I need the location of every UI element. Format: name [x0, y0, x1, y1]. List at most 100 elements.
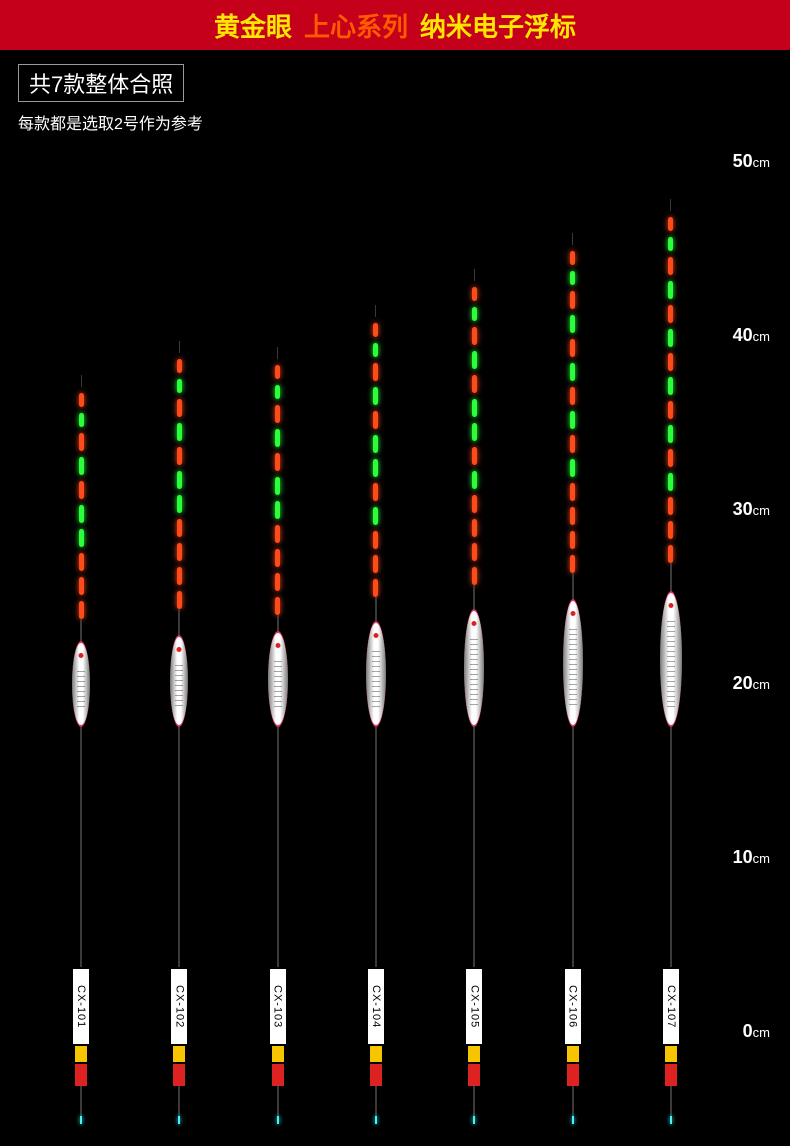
- led-segment: [373, 507, 378, 525]
- led-segment: [668, 353, 673, 371]
- float-CX-106: CX-106: [538, 233, 608, 1124]
- float-CX-107: CX-107: [636, 199, 706, 1124]
- float-body: [366, 621, 386, 727]
- float-CX-104: CX-104: [341, 305, 411, 1124]
- led-segment: [668, 281, 673, 299]
- led-segment: [472, 447, 477, 465]
- ruler-tick: 10cm: [733, 847, 770, 868]
- led-segment: [570, 411, 575, 429]
- led-segment: [177, 567, 182, 585]
- led-segment: [472, 375, 477, 393]
- led-segment: [668, 377, 673, 395]
- led-segment: [570, 291, 575, 309]
- led-segment: [472, 543, 477, 561]
- led-segment: [472, 351, 477, 369]
- led-segment: [373, 363, 378, 381]
- ruler-tick: 20cm: [733, 673, 770, 694]
- led-segment: [668, 521, 673, 539]
- led-segment: [79, 393, 84, 407]
- led-segment: [275, 477, 280, 495]
- led-segment: [570, 507, 575, 525]
- title-banner: 黄金眼 上心系列 纳米电子浮标: [0, 0, 790, 50]
- float-body: [563, 599, 583, 727]
- led-segment: [472, 471, 477, 489]
- led-segment: [275, 385, 280, 399]
- led-segment: [79, 457, 84, 475]
- led-segment: [472, 423, 477, 441]
- float-body: [464, 609, 484, 727]
- led-segment: [177, 591, 182, 609]
- led-segment: [668, 257, 673, 275]
- led-segment: [275, 549, 280, 567]
- led-segment: [79, 577, 84, 595]
- float-CX-105: CX-105: [439, 269, 509, 1124]
- model-id: CX-103: [270, 969, 286, 1044]
- ruler-tick: 50cm: [733, 151, 770, 172]
- led-segment: [373, 579, 378, 597]
- led-segment: [79, 413, 84, 427]
- led-segment: [79, 601, 84, 619]
- led-segment: [472, 327, 477, 345]
- subtitle-area: 共7款整体合照 每款都是选取2号作为参考: [18, 64, 790, 134]
- float-CX-101: CX-101: [46, 375, 116, 1124]
- led-segment: [275, 525, 280, 543]
- float-body: [660, 591, 682, 727]
- led-segment: [570, 387, 575, 405]
- float-CX-103: CX-103: [243, 347, 313, 1124]
- led-segment: [177, 495, 182, 513]
- title-part2: 上心系列: [304, 7, 408, 44]
- ruler-tick: 40cm: [733, 325, 770, 346]
- led-segment: [177, 359, 182, 373]
- led-segment: [275, 597, 280, 615]
- led-segment: [79, 481, 84, 499]
- model-id: CX-102: [171, 969, 187, 1044]
- float-body: [268, 631, 288, 727]
- led-segment: [668, 305, 673, 323]
- led-segment: [373, 459, 378, 477]
- subtitle: 共7款整体合照: [18, 64, 184, 102]
- led-segment: [472, 567, 477, 585]
- float-label: CX-106: [565, 969, 581, 1086]
- led-segment: [373, 435, 378, 453]
- led-segment: [177, 543, 182, 561]
- led-segment: [177, 447, 182, 465]
- ruler-tick: 30cm: [733, 499, 770, 520]
- led-segment: [177, 423, 182, 441]
- led-segment: [275, 405, 280, 423]
- led-segment: [570, 531, 575, 549]
- led-segment: [472, 307, 477, 321]
- led-segment: [79, 529, 84, 547]
- led-segment: [668, 329, 673, 347]
- float-label: CX-105: [466, 969, 482, 1086]
- led-segment: [373, 555, 378, 573]
- float-CX-102: CX-102: [144, 341, 214, 1124]
- float-label: CX-101: [73, 969, 89, 1086]
- subtitle-note: 每款都是选取2号作为参考: [18, 110, 790, 134]
- led-segment: [570, 483, 575, 501]
- led-segment: [373, 411, 378, 429]
- led-segment: [668, 449, 673, 467]
- led-segment: [668, 545, 673, 563]
- led-segment: [668, 237, 673, 251]
- float-body: [170, 635, 188, 727]
- ruler-tick: 0cm: [743, 1021, 770, 1042]
- led-segment: [177, 379, 182, 393]
- title-part1: 黄金眼: [214, 7, 292, 44]
- led-segment: [275, 365, 280, 379]
- led-segment: [668, 425, 673, 443]
- float-label: CX-102: [171, 969, 187, 1086]
- led-segment: [668, 497, 673, 515]
- led-segment: [373, 483, 378, 501]
- led-segment: [275, 573, 280, 591]
- led-segment: [79, 553, 84, 571]
- led-segment: [373, 387, 378, 405]
- led-segment: [570, 251, 575, 265]
- led-segment: [373, 531, 378, 549]
- led-segment: [79, 433, 84, 451]
- led-segment: [668, 401, 673, 419]
- led-segment: [570, 315, 575, 333]
- led-segment: [472, 399, 477, 417]
- model-id: CX-101: [73, 969, 89, 1044]
- led-segment: [472, 495, 477, 513]
- model-id: CX-107: [663, 969, 679, 1044]
